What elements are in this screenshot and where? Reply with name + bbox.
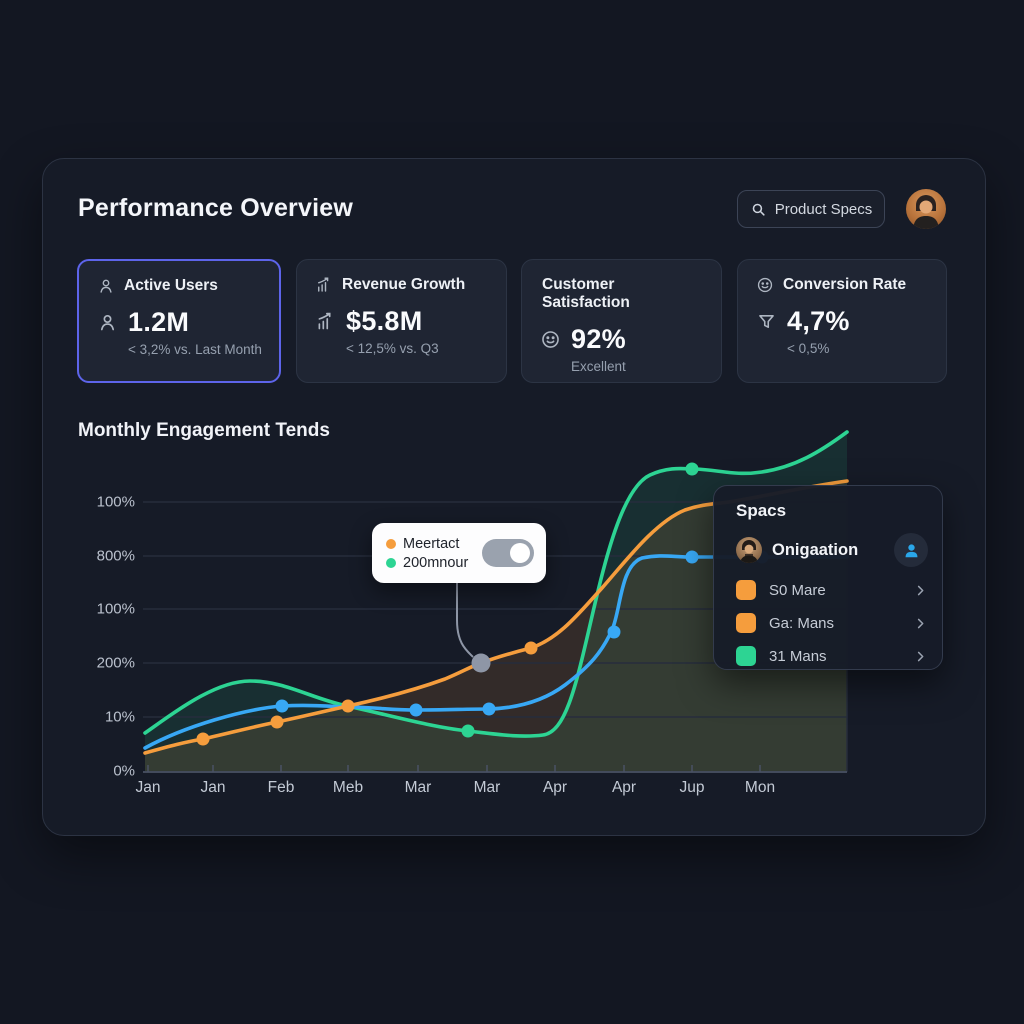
user-icon (97, 312, 118, 333)
user-avatar[interactable] (906, 189, 946, 229)
tooltip-row: Meertact (386, 536, 468, 552)
user-profile-button[interactable] (894, 533, 928, 567)
x-axis-label: Feb (267, 779, 295, 796)
y-axis-label: 0% (113, 762, 135, 780)
x-axis-label: Mon (744, 779, 776, 796)
x-axis-label: Apr (542, 779, 568, 796)
bar-chart-icon (315, 311, 336, 332)
search-icon (750, 201, 767, 218)
kpi-value: $5.8M (346, 306, 423, 336)
side-panel-item-label: 31 Mans (769, 647, 827, 665)
x-axis-label: Jan (200, 779, 226, 796)
x-axis-label: Meb (332, 779, 364, 796)
tooltip-series-label: Meertact (403, 535, 460, 552)
side-panel-item[interactable]: Ga: Mans (736, 613, 928, 633)
smiley-icon (756, 276, 774, 294)
x-axis-label: Mar (404, 779, 432, 796)
side-panel-user-row[interactable]: Onigaation (736, 533, 928, 567)
tooltip-toggle-switch[interactable] (482, 539, 534, 567)
kpi-subtext: Excellent (571, 359, 626, 374)
x-axis-label: Jup (679, 779, 705, 796)
kpi-label: Revenue Growth (342, 276, 466, 293)
funnel-icon (756, 311, 777, 332)
chevron-right-icon (913, 583, 928, 598)
kpi-label: Conversion Rate (783, 276, 907, 293)
side-panel-item-label: Ga: Mans (769, 614, 835, 632)
page-title: Performance Overview (78, 194, 353, 222)
side-panel-item-label: S0 Mare (769, 581, 826, 599)
toggle-knob (510, 543, 530, 563)
x-axis-label: Apr (611, 779, 637, 796)
x-axis-label: Mar (473, 779, 501, 796)
kpi-card-customer-satisfaction[interactable]: Customer Satisfaction 92% Excellent (521, 259, 722, 383)
spacs-panel: Spacs Onigaation (713, 485, 943, 670)
kpi-value: 1.2M (128, 307, 190, 337)
user-thumbnail-avatar (736, 537, 762, 563)
orange-series-dot (386, 538, 396, 549)
chart-title: Monthly Engagement Tends (78, 420, 330, 441)
side-panel-title: Spacs (736, 501, 787, 520)
chevron-right-icon (913, 649, 928, 664)
side-panel-item[interactable]: S0 Mare (736, 580, 928, 600)
kpi-value: 92% (571, 324, 626, 354)
side-panel-user-name: Onigaation (772, 540, 859, 559)
kpi-value: 4,7% (787, 306, 850, 336)
chevron-right-icon (913, 616, 928, 631)
kpi-label: Active Users (124, 277, 218, 294)
kpi-subtext: < 3,2% vs. Last Month (128, 342, 262, 357)
y-axis-label: 200% (96, 654, 135, 672)
tooltip-series-label: 200mnour (403, 554, 469, 571)
kpi-subtext: < 0,5% (787, 341, 830, 356)
green-swatch-icon (736, 646, 756, 666)
kpi-card-revenue-growth[interactable]: Revenue Growth $5.8M < 12,5% vs. Q3 (296, 259, 507, 383)
y-axis-label: 800% (96, 547, 135, 565)
product-specs-search-button[interactable]: Product Specs (737, 190, 885, 228)
side-panel-item[interactable]: 31 Mans (736, 646, 928, 666)
user-icon (97, 277, 115, 295)
y-axis-label: 10% (104, 708, 135, 726)
chart-tooltip: Meertact 200mnour (372, 523, 546, 583)
bar-chart-icon (315, 276, 333, 294)
x-axis-label: Jan (135, 779, 161, 796)
orange-swatch-icon (736, 613, 756, 633)
kpi-card-conversion-rate[interactable]: Conversion Rate 4,7% < 0,5% (737, 259, 947, 383)
y-axis-label: 100% (96, 493, 135, 511)
person-icon (902, 541, 921, 560)
kpi-subtext: < 12,5% vs. Q3 (346, 341, 439, 356)
orange-swatch-icon (736, 580, 756, 600)
green-series-dot (386, 557, 396, 568)
tooltip-row: 200mnour (386, 555, 468, 571)
kpi-card-active-users[interactable]: Active Users 1.2M < 3,2% vs. Last Month (77, 259, 281, 383)
kpi-label: Customer Satisfaction (542, 276, 630, 311)
y-axis-label: 100% (96, 600, 135, 618)
smiley-icon (540, 329, 561, 350)
search-button-label: Product Specs (774, 200, 873, 218)
